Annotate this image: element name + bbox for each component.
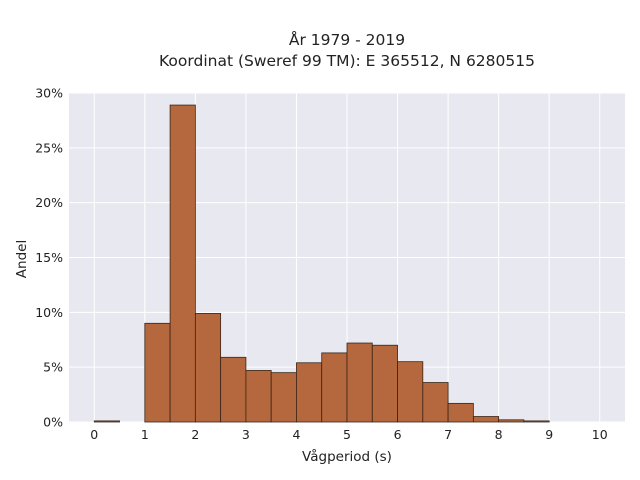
histogram-bar bbox=[472, 416, 500, 423]
y-tick-label: 0% bbox=[43, 415, 63, 430]
bars bbox=[93, 104, 550, 423]
y-tick-label: 15% bbox=[35, 250, 63, 265]
x-tick-label: 1 bbox=[141, 427, 149, 442]
x-tick-label: 2 bbox=[191, 427, 199, 442]
histogram-bar bbox=[346, 342, 373, 423]
histogram-bar bbox=[220, 356, 247, 423]
y-tick-label: 10% bbox=[35, 305, 63, 320]
x-tick-label: 0 bbox=[90, 427, 98, 442]
histogram-bar bbox=[93, 420, 120, 423]
x-tick-label: 7 bbox=[444, 427, 452, 442]
chart-title: År 1979 - 2019 bbox=[289, 30, 405, 49]
histogram-bar bbox=[523, 420, 550, 423]
histogram-bar bbox=[371, 344, 398, 423]
y-tick-label: 20% bbox=[35, 195, 63, 210]
x-tick-labels: 0 1 2 3 4 5 6 7 8 9 10 bbox=[90, 427, 607, 442]
histogram-bar bbox=[169, 104, 196, 423]
x-tick-label: 6 bbox=[394, 427, 402, 442]
histogram-bar bbox=[397, 361, 424, 423]
x-axis-label: Vågperiod (s) bbox=[302, 448, 392, 465]
y-tick-label: 30% bbox=[35, 86, 63, 101]
histogram-bar bbox=[296, 362, 323, 423]
y-tick-label: 25% bbox=[35, 140, 63, 155]
x-tick-label: 5 bbox=[343, 427, 351, 442]
histogram-bar bbox=[245, 370, 272, 423]
histogram-bar bbox=[422, 382, 449, 423]
chart-subtitle: Koordinat (Sweref 99 TM): E 365512, N 62… bbox=[159, 52, 535, 70]
histogram-bar bbox=[144, 322, 171, 423]
y-tick-label: 5% bbox=[43, 360, 63, 375]
histogram-bar bbox=[498, 419, 525, 423]
x-tick-label: 9 bbox=[545, 427, 553, 442]
histogram-bar bbox=[447, 402, 474, 423]
x-tick-label: 10 bbox=[592, 427, 608, 442]
histogram-bar bbox=[270, 372, 297, 423]
y-tick-labels: 0% 5% 10% 15% 20% 25% 30% bbox=[35, 86, 63, 430]
histogram-bar bbox=[194, 313, 222, 423]
histogram-bar bbox=[321, 352, 348, 423]
y-axis-label: Andel bbox=[14, 240, 30, 278]
x-tick-label: 3 bbox=[242, 427, 250, 442]
x-tick-label: 8 bbox=[495, 427, 503, 442]
x-tick-label: 4 bbox=[292, 427, 300, 442]
